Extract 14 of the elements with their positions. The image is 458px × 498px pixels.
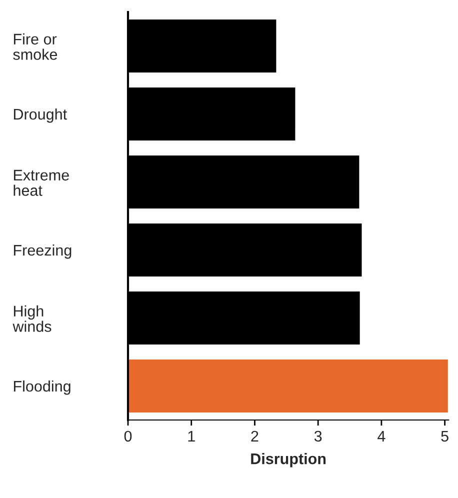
x-tick-label: 5 — [441, 430, 448, 442]
x-tick-label: 2 — [251, 430, 258, 442]
x-axis-title: Disruption — [251, 452, 326, 468]
y-tick-label: Freezing — [14, 244, 72, 259]
y-tick-label: Extreme heat — [14, 170, 69, 196]
x-tick-label: 3 — [314, 430, 322, 442]
y-tick-label: Flooding — [14, 380, 70, 395]
x-tick-label: 0 — [124, 430, 132, 442]
bar — [128, 358, 449, 414]
y-tick-label: Fire or smoke — [13, 33, 58, 60]
x-tick-label: 1 — [188, 430, 195, 442]
y-tick-label: Drought — [14, 108, 67, 123]
x-tick-label: 4 — [378, 430, 386, 442]
y-tick-label: High winds — [12, 305, 52, 332]
